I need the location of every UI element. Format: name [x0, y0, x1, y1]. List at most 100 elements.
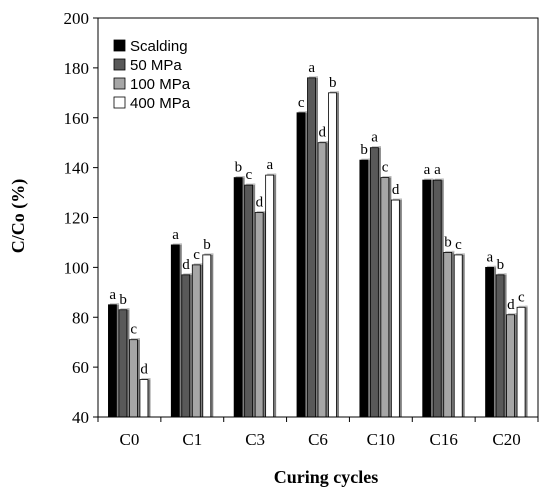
bar-shade — [326, 141, 329, 417]
significance-label: a — [172, 227, 179, 243]
legend-swatch — [113, 77, 126, 90]
bar-shade — [378, 146, 381, 418]
bar-top — [109, 303, 119, 305]
bar-shade — [525, 305, 528, 417]
axes: 40 60 80 100 120 140 160 180 200 C0 C1 C3 C6 C10 C16 C2… — [64, 9, 539, 449]
bar — [328, 92, 337, 418]
bar-shade — [242, 176, 245, 417]
significance-label: b — [329, 75, 337, 91]
bar — [443, 252, 453, 418]
bar-shade — [126, 308, 130, 417]
significance-label: a — [371, 130, 378, 146]
legend-swatch — [113, 39, 126, 52]
bar-top — [487, 265, 497, 268]
significance-label: b — [444, 234, 452, 250]
bar — [495, 274, 505, 418]
bar-shade — [430, 178, 434, 417]
bar — [265, 174, 275, 418]
x-axis-title: Curing cycles — [274, 467, 378, 487]
x-tick-label: C0 — [120, 430, 140, 449]
bar — [191, 264, 201, 418]
significance-label: c — [382, 160, 389, 176]
bar-shade — [315, 76, 318, 417]
legend-label: 400 MPa — [130, 95, 191, 112]
bar-top — [309, 76, 318, 78]
bar-shade — [514, 313, 518, 417]
significance-label: d — [507, 297, 515, 313]
bar — [254, 212, 264, 418]
significance-label: a — [486, 249, 493, 265]
significance-label: d — [392, 182, 400, 198]
bar — [432, 179, 442, 418]
significance-label: c — [298, 95, 305, 111]
bar-top — [497, 273, 507, 275]
bar — [380, 177, 390, 418]
bar-top — [424, 178, 434, 181]
significance-label: c — [518, 289, 525, 305]
bar-top — [298, 111, 308, 113]
bar — [422, 179, 432, 418]
x-tick-label: C20 — [492, 430, 520, 449]
bar-top — [445, 250, 455, 253]
bar-shade — [441, 178, 444, 417]
bar — [139, 379, 149, 418]
legend-swatch — [113, 58, 126, 71]
x-tick-label: C10 — [367, 430, 395, 449]
significance-label: b — [360, 142, 368, 158]
bar-shade — [336, 91, 339, 417]
y-tick-label: 200 — [64, 9, 90, 28]
x-tick-label: C3 — [245, 430, 265, 449]
significance-label: d — [319, 125, 327, 141]
bar — [296, 112, 306, 418]
bar — [118, 309, 128, 418]
bar-top — [141, 378, 151, 380]
bar-shade — [252, 183, 256, 417]
bar-shade — [263, 211, 266, 417]
y-tick-label: 80 — [72, 308, 89, 327]
bar — [108, 304, 117, 418]
significance-label: c — [246, 167, 253, 183]
significance-label: a — [109, 287, 116, 303]
bar-shade — [367, 158, 371, 418]
y-tick-label: 60 — [72, 358, 89, 377]
bar-top — [330, 91, 339, 93]
bar-shade — [388, 176, 392, 417]
bar-top — [246, 183, 256, 186]
bar-shade — [179, 243, 182, 417]
significance-label: a — [267, 157, 274, 173]
significance-label: c — [455, 237, 462, 253]
bar-top — [371, 146, 381, 148]
bar-top — [120, 308, 130, 310]
bar-shade — [273, 173, 277, 417]
bar — [359, 159, 369, 418]
bar-top — [319, 141, 329, 143]
y-axis-title: C/Co (%) — [8, 179, 29, 254]
significance-label: c — [193, 247, 200, 263]
significance-label: b — [497, 257, 505, 273]
legend-label: 50 MPa — [130, 57, 182, 74]
bar-top — [361, 158, 371, 161]
significance-label: b — [235, 160, 243, 176]
bar-top — [193, 263, 203, 265]
bar-top — [130, 338, 140, 340]
bar-top — [256, 211, 266, 213]
bar-shade — [137, 338, 140, 417]
legend-label: Scalding — [130, 38, 188, 55]
significance-label: b — [119, 292, 127, 308]
bar-top — [392, 198, 402, 201]
bar-shade — [189, 273, 193, 417]
bar-top — [172, 243, 182, 245]
bar — [516, 306, 526, 418]
significance-label: a — [434, 162, 441, 178]
y-tick-label: 40 — [72, 408, 89, 427]
bar — [129, 339, 138, 418]
bar — [317, 142, 327, 418]
bar-top — [382, 176, 392, 178]
bar-top — [518, 305, 528, 308]
bar-top — [508, 313, 518, 315]
bar-top — [434, 178, 444, 181]
bar-top — [455, 253, 465, 255]
legend-label: 100 MPa — [130, 76, 191, 93]
